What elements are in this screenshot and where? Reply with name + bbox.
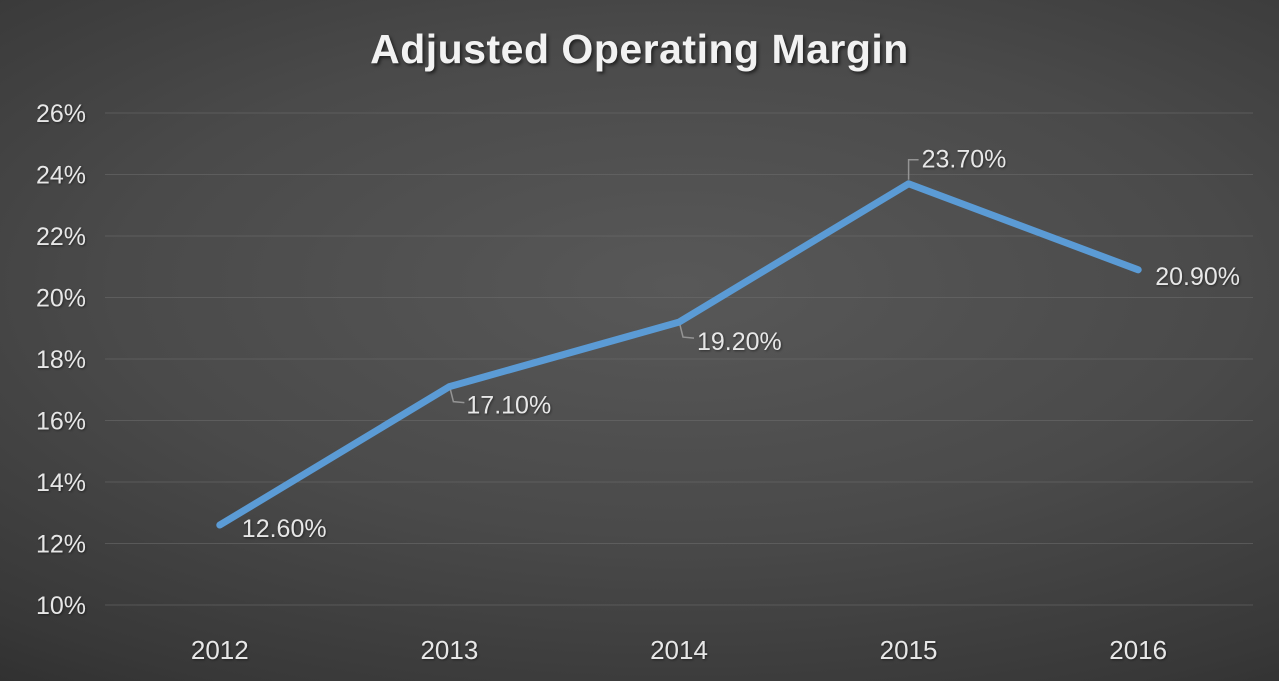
data-label: 17.10% xyxy=(466,392,551,420)
data-label: 19.20% xyxy=(697,328,782,356)
data-label-leader-line xyxy=(907,158,919,180)
data-label: 12.60% xyxy=(242,515,327,543)
x-axis-tick-label: 2016 xyxy=(1109,635,1167,665)
y-axis-tick-label: 18% xyxy=(36,346,86,374)
y-axis-tick-label: 20% xyxy=(36,285,86,313)
data-label: 23.70% xyxy=(922,146,1007,174)
y-axis-tick-label: 26% xyxy=(36,100,86,128)
chart-title: Adjusted Operating Margin xyxy=(370,26,909,72)
x-axis-tick-label: 2012 xyxy=(191,635,249,665)
y-axis-tick-label: 14% xyxy=(36,469,86,497)
y-axis-tick-label: 16% xyxy=(36,408,86,436)
data-label-leader-line xyxy=(679,324,695,339)
y-axis-tick-label: 10% xyxy=(36,592,86,620)
x-axis-tick-label: 2014 xyxy=(650,635,708,665)
series-line xyxy=(216,180,1142,529)
y-axis-tick-label: 12% xyxy=(36,531,86,559)
x-axis-tick-label: 2015 xyxy=(880,635,938,665)
x-axis-tick-label: 2013 xyxy=(420,635,478,665)
y-axis-tick-label: 22% xyxy=(36,223,86,251)
data-label: 20.90% xyxy=(1155,263,1240,291)
data-label-leader-line xyxy=(449,389,465,404)
y-axis-tick-label: 24% xyxy=(36,162,86,190)
